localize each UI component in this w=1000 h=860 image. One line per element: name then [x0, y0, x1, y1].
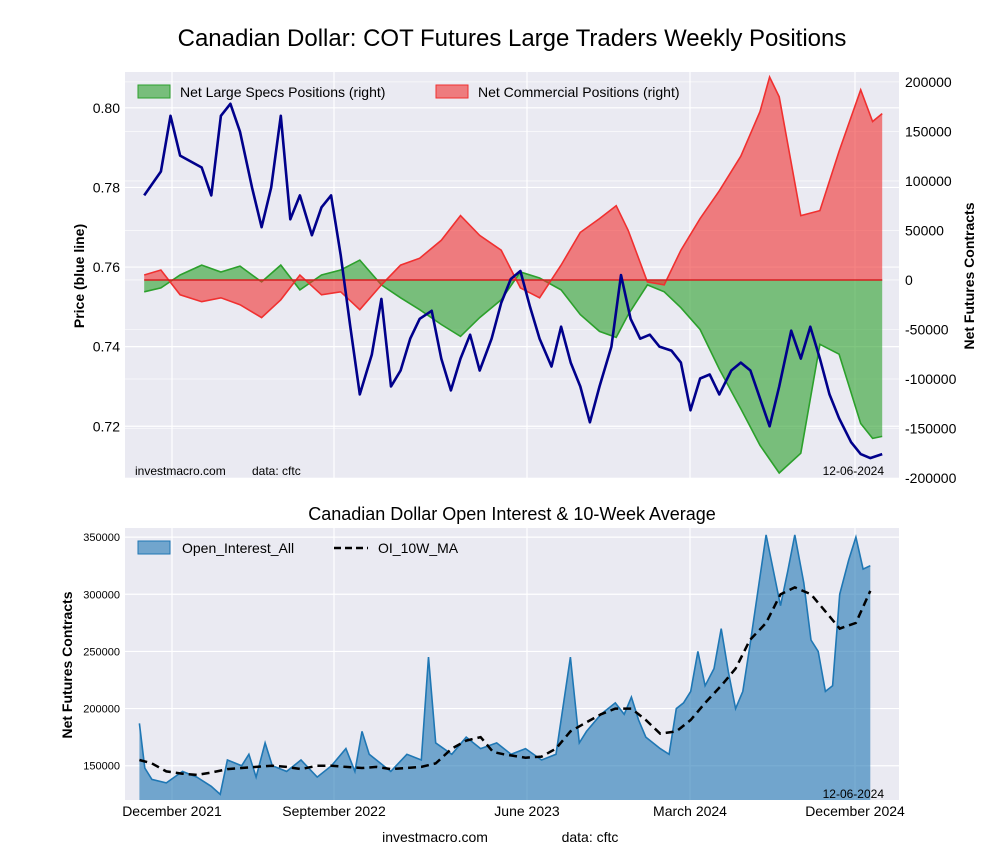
top-price-line [143, 102, 883, 460]
top-left-tick-1: 0.74 [93, 339, 120, 355]
oi-area [139, 534, 871, 800]
top-right-tick-7: 150000 [905, 123, 952, 139]
specs-area [144, 260, 883, 473]
top-left-axis-label: Price (blue line) [71, 224, 87, 328]
watermark-data: data: cftc [252, 464, 301, 478]
top-left-tick-2: 0.76 [93, 259, 120, 275]
legend-swatch-oi [137, 540, 171, 555]
bottom-ma-line [139, 586, 872, 777]
ma-line [139, 586, 872, 777]
watermark-date-top: 12-06-2024 [823, 464, 885, 478]
top-right-tick-8: 200000 [905, 74, 952, 90]
top-left-tick-4: 0.80 [93, 100, 120, 116]
legend-label-specs: Net Large Specs Positions (right) [180, 84, 385, 100]
top-right-axis: -200000 -150000 -100000 -50000 0 50000 100000 1… [905, 74, 957, 486]
legend-label-commercial: Net Commercial Positions (right) [478, 84, 680, 100]
bottom-tick-0: 150000 [83, 761, 120, 773]
top-right-tick-5: 50000 [905, 222, 944, 238]
x-tick-3: March 2024 [653, 803, 727, 819]
watermark-date-bottom: 12-06-2024 [823, 787, 885, 801]
oi-line [138, 534, 871, 796]
top-plot: 0.72 0.74 0.76 0.78 0.80 -200000 -150000 -1000… [71, 72, 977, 486]
footer-site: investmacro.com [382, 829, 488, 845]
bottom-tick-3: 300000 [83, 589, 120, 601]
bottom-tick-1: 200000 [83, 704, 120, 716]
top-legend: Net Large Specs Positions (right) Net Co… [137, 84, 680, 100]
commercial-area [144, 77, 883, 318]
top-left-axis: 0.72 0.74 0.76 0.78 0.80 [93, 100, 120, 434]
bottom-left-axis: 150000 200000 250000 300000 350000 [83, 532, 120, 773]
top-right-tick-3: -50000 [905, 321, 949, 337]
chart-title: Canadian Dollar: COT Futures Large Trade… [178, 25, 847, 52]
x-tick-4: December 2024 [805, 803, 905, 819]
x-tick-0: December 2021 [122, 803, 222, 819]
top-right-tick-4: 0 [905, 272, 913, 288]
price-line [143, 102, 883, 460]
top-right-tick-2: -100000 [905, 371, 957, 387]
footer-data: data: cftc [562, 829, 619, 845]
x-tick-1: September 2022 [282, 803, 386, 819]
x-tick-2: June 2023 [494, 803, 560, 819]
commercial-line [143, 74, 883, 319]
top-areas [143, 74, 883, 475]
bottom-left-axis-label: Net Futures Contracts [59, 591, 75, 738]
bottom-tick-4: 350000 [83, 532, 120, 544]
bottom-area [138, 534, 871, 800]
legend-swatch-specs [137, 84, 171, 99]
top-left-tick-3: 0.78 [93, 179, 120, 195]
legend-label-oi: Open_Interest_All [182, 540, 294, 556]
bottom-legend: Open_Interest_All OI_10W_MA [137, 540, 459, 556]
watermark-site: investmacro.com [135, 464, 226, 478]
bottom-plot: 150000 200000 250000 300000 350000 Net Futur… [59, 528, 899, 801]
chart-subtitle: Canadian Dollar Open Interest & 10-Week … [308, 504, 716, 524]
top-left-tick-0: 0.72 [93, 418, 120, 434]
top-right-tick-0: -200000 [905, 470, 957, 486]
specs-line [144, 259, 883, 475]
x-axis: December 2021 September 2022 June 2023 Marc… [122, 803, 905, 819]
bottom-tick-2: 250000 [83, 646, 120, 658]
top-right-axis-label: Net Futures Contracts [961, 202, 977, 349]
legend-swatch-commercial [435, 84, 469, 99]
top-right-tick-6: 100000 [905, 173, 952, 189]
legend-label-ma: OI_10W_MA [378, 540, 459, 556]
top-right-tick-1: -150000 [905, 420, 957, 436]
